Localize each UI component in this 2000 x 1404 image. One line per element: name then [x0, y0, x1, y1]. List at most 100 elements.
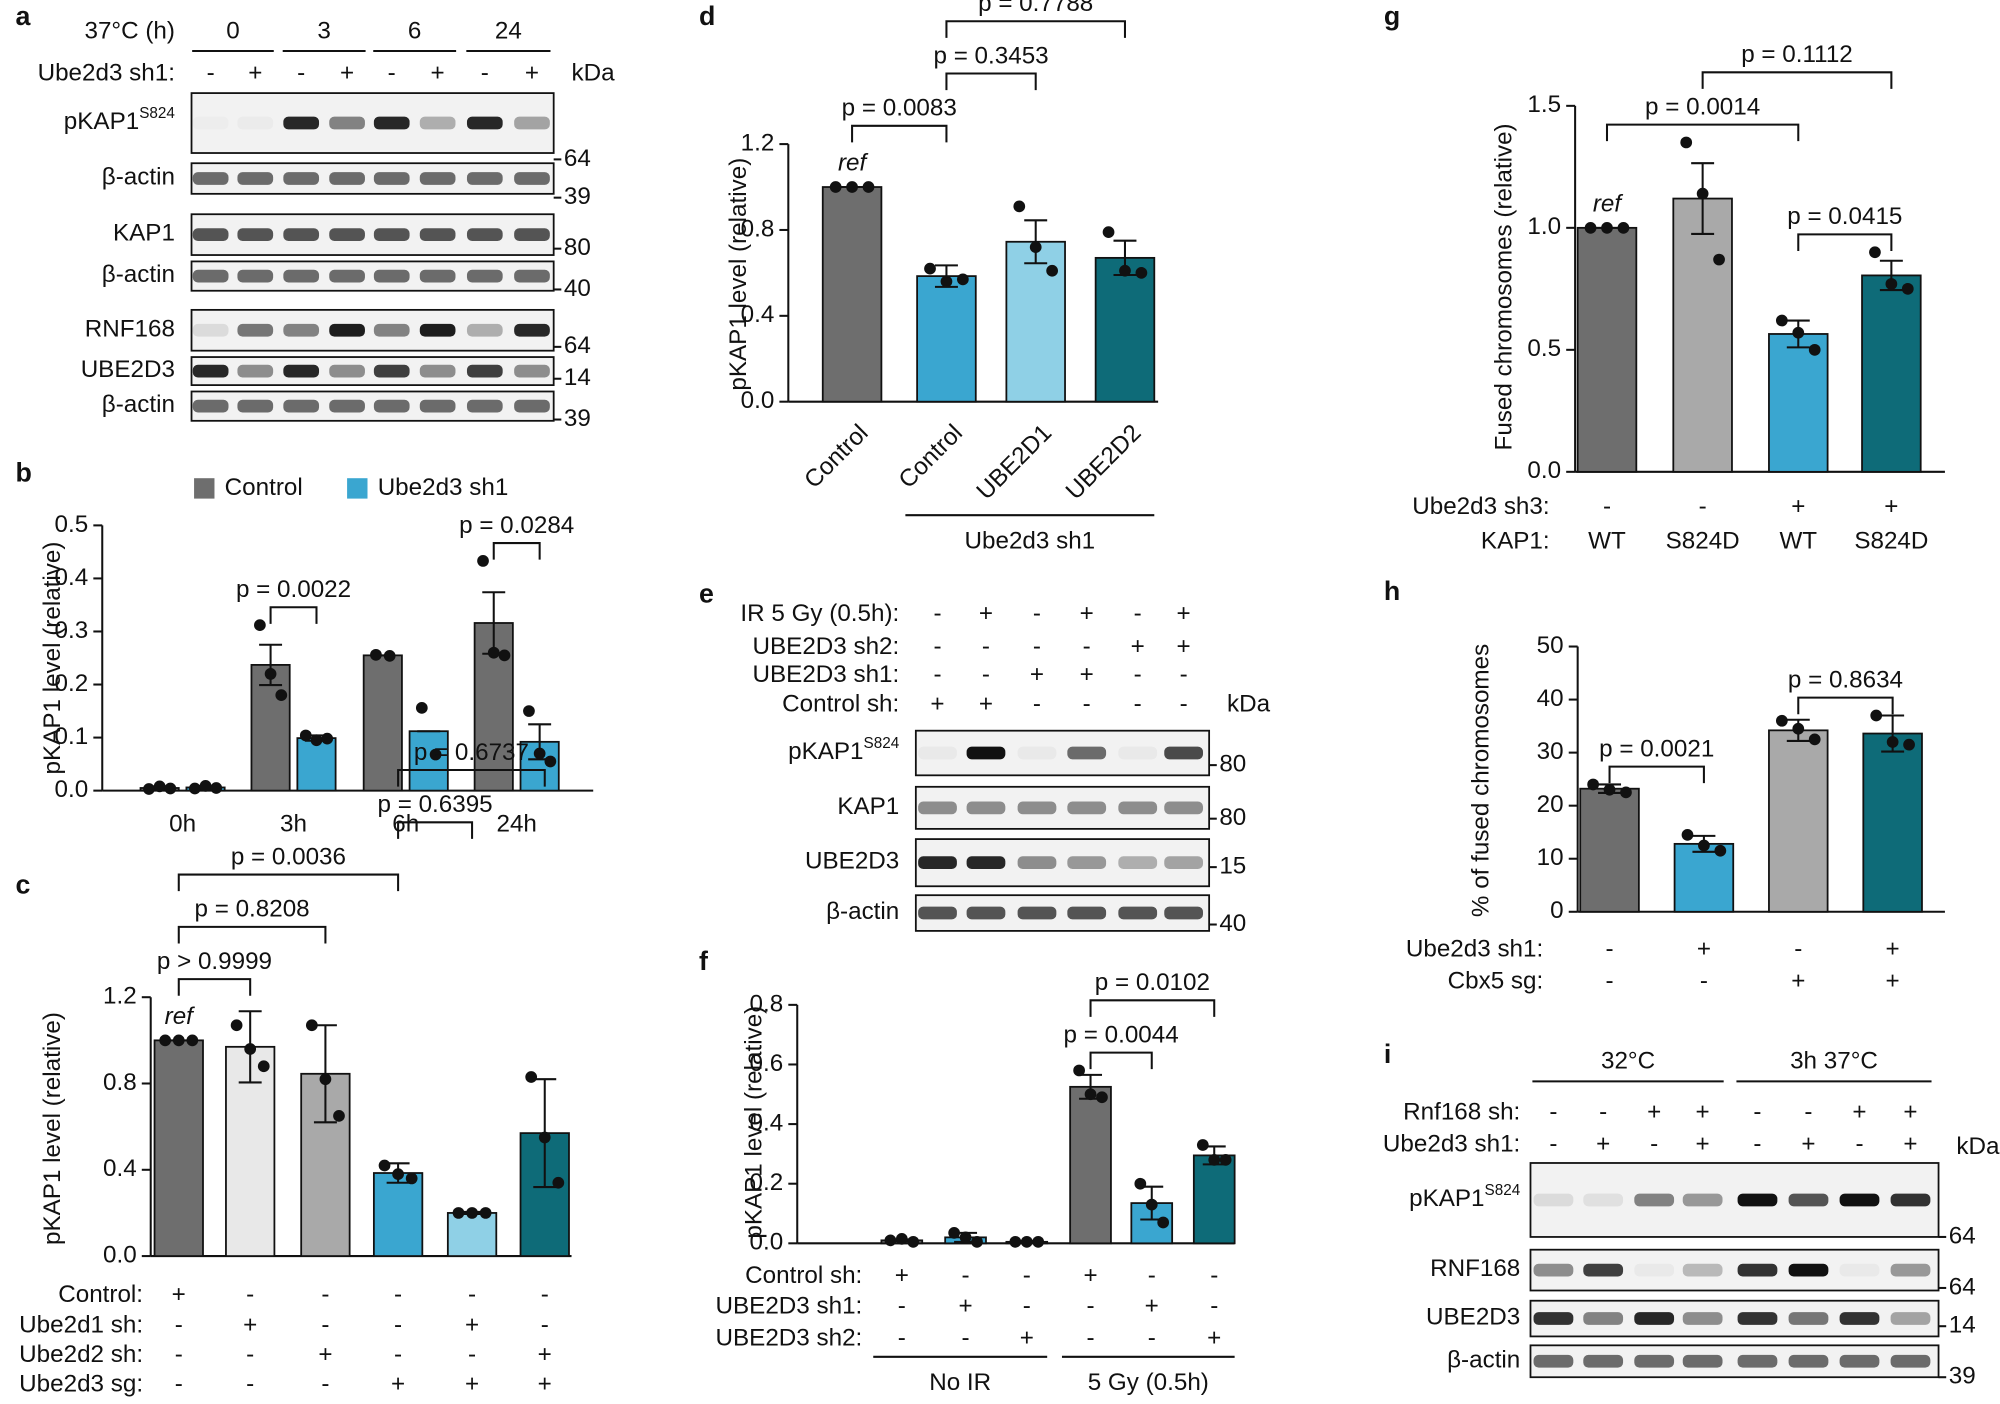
condition-mark: -	[1180, 691, 1188, 718]
significance-bracket	[177, 873, 400, 892]
row-label: RNF168	[1430, 1255, 1520, 1282]
band	[1682, 1312, 1723, 1325]
y-axis-label: pKAP1 level (relative)	[741, 1006, 768, 1239]
row-label-text: β-actin	[102, 392, 175, 419]
condition-mark: -	[1599, 1099, 1607, 1126]
ref-label: ref	[1593, 190, 1624, 217]
condition-mark: +	[1801, 1131, 1815, 1158]
band	[1017, 801, 1057, 815]
condition-label: Ube2d1 sh:	[19, 1312, 143, 1339]
band	[1682, 1354, 1723, 1368]
band	[329, 228, 365, 242]
legend-label: Ube2d3 sh1	[378, 474, 509, 501]
panel-letter: c	[16, 869, 31, 899]
y-tick-label: 1.2	[103, 983, 137, 1010]
data-point	[452, 1207, 465, 1219]
band	[373, 399, 410, 413]
condition-mark: -	[1549, 1099, 1557, 1126]
condition-mark: WT	[1588, 527, 1626, 554]
x-tick-label: 0h	[169, 810, 196, 837]
condition-mark: -	[1083, 691, 1091, 718]
band	[966, 801, 1006, 815]
condition-mark: -	[246, 1370, 254, 1397]
condition-mark: -	[1753, 1131, 1761, 1158]
condition-mark: -	[1804, 1099, 1812, 1126]
y-tick-label: 0.2	[750, 1169, 784, 1196]
condition-mark: -	[1023, 1292, 1031, 1319]
p-value: p = 0.0102	[1095, 969, 1210, 996]
band	[466, 116, 503, 130]
condition-mark: WT	[1779, 527, 1817, 554]
row-label: UBE2D3	[81, 356, 175, 383]
x-tick-label: Control	[799, 419, 873, 493]
condition-mark: -	[468, 1281, 476, 1308]
band	[283, 172, 320, 185]
band	[1788, 1263, 1829, 1277]
band	[373, 116, 410, 130]
data-point	[1135, 267, 1148, 279]
band	[237, 364, 274, 378]
condition-label: UBE2D3 sh2:	[753, 633, 900, 660]
row-label: UBE2D3	[805, 848, 899, 875]
significance-bracket	[492, 542, 541, 560]
band	[192, 364, 229, 378]
condition-mark: +	[1083, 1262, 1097, 1289]
significance-bracket	[1797, 233, 1893, 251]
condition-mark: +	[465, 1370, 479, 1397]
condition-mark: +	[1903, 1099, 1917, 1126]
y-tick-label: 0.4	[103, 1155, 137, 1182]
data-point	[538, 1131, 551, 1144]
row-label-text: β-actin	[826, 898, 899, 925]
band	[1118, 801, 1158, 815]
condition-mark: +	[465, 1312, 479, 1339]
data-point	[1119, 264, 1131, 277]
y-tick-label: 0.5	[55, 511, 89, 538]
condition-label: Ube2d3 sh1:	[1383, 1131, 1520, 1158]
band	[1017, 746, 1057, 760]
band	[1067, 746, 1107, 760]
significance-bracket	[1797, 696, 1894, 715]
significance-bracket	[1701, 71, 1893, 89]
panel-letter: a	[16, 1, 32, 31]
significance-bracket	[1605, 123, 1800, 142]
band	[466, 172, 503, 185]
y-tick-label: 0.0	[750, 1229, 784, 1256]
row-label-text: RNF168	[85, 316, 175, 343]
condition-mark: -	[468, 1341, 476, 1368]
data-point	[1601, 221, 1613, 234]
band	[1533, 1312, 1574, 1325]
data-point	[1208, 1153, 1221, 1166]
data-point	[1084, 1088, 1097, 1101]
band	[192, 323, 229, 337]
data-point	[957, 273, 969, 286]
data-point	[1886, 736, 1899, 748]
band	[1788, 1354, 1829, 1368]
y-tick-label: 0.4	[750, 1109, 784, 1136]
row-label-text: KAP1	[113, 220, 175, 247]
condition-label: Control:	[58, 1281, 143, 1308]
condition-mark: -	[1148, 1324, 1156, 1351]
data-point	[230, 1019, 243, 1032]
condition-mark: S824D	[1666, 527, 1740, 554]
group-label: 0	[226, 17, 239, 44]
band	[1890, 1312, 1931, 1325]
band	[1634, 1312, 1675, 1325]
band	[1839, 1354, 1880, 1368]
band	[373, 323, 410, 337]
band	[329, 172, 365, 185]
panel-letter: b	[16, 457, 32, 487]
band	[1737, 1354, 1778, 1368]
data-point	[1145, 1198, 1158, 1211]
band	[1067, 906, 1107, 920]
condition-mark: +	[1596, 1131, 1610, 1158]
data-point	[378, 1159, 391, 1172]
band	[1583, 1312, 1624, 1325]
condition-mark: -	[246, 1341, 254, 1368]
band	[1164, 746, 1204, 760]
row-label-text: UBE2D3	[805, 848, 899, 875]
band	[373, 172, 410, 185]
p-value: p = 0.0083	[842, 95, 957, 122]
condition-mark: -	[1650, 1131, 1658, 1158]
band	[283, 228, 320, 242]
data-point	[846, 181, 858, 193]
